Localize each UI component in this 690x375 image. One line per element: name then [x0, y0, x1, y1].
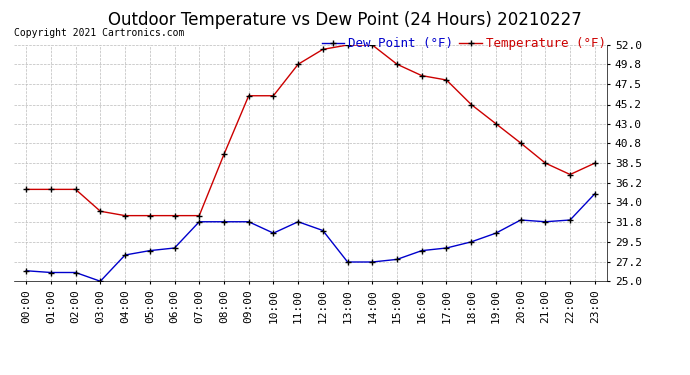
Text: Copyright 2021 Cartronics.com: Copyright 2021 Cartronics.com	[14, 28, 184, 39]
Text: Outdoor Temperature vs Dew Point (24 Hours) 20210227: Outdoor Temperature vs Dew Point (24 Hou…	[108, 11, 582, 29]
Legend: Dew Point (°F), Temperature (°F): Dew Point (°F), Temperature (°F)	[317, 32, 611, 56]
